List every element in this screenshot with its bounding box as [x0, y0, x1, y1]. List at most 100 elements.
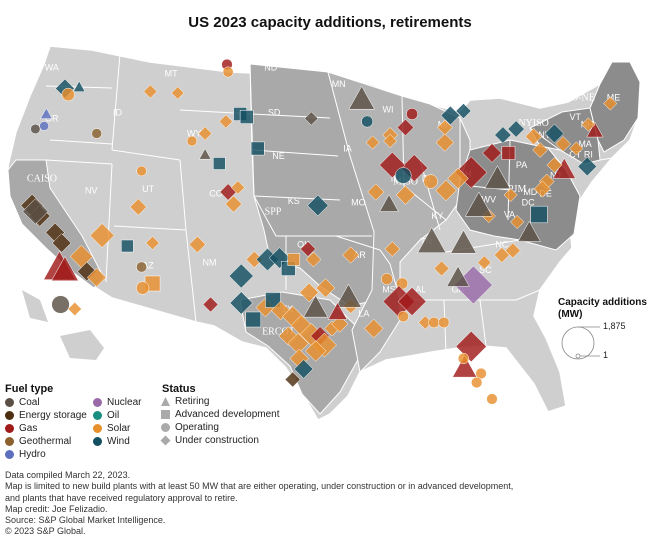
marker-energy-storage-under-construction	[77, 261, 97, 282]
region-layer	[7, 45, 641, 421]
marker-coal-retiring	[379, 194, 399, 212]
legend-item-hydro: Hydro	[5, 449, 46, 460]
legend-item-solar: Solar	[93, 423, 130, 434]
marker-gas-under-construction	[202, 296, 219, 313]
state-label-id: ID	[113, 108, 123, 118]
legend-item-energy-storage: Energy storage	[5, 410, 87, 421]
state-label-vt: VT	[569, 112, 581, 122]
legend-item-under-construction: Under construction	[160, 435, 259, 446]
marker-coal-operating	[30, 123, 41, 135]
state-label-ut: UT	[142, 184, 154, 194]
legend-item-retiring: Retiring	[160, 396, 209, 407]
state-label-nv: NV	[85, 186, 98, 196]
marker-wind-under-construction	[507, 120, 525, 138]
diamond-icon	[160, 435, 171, 446]
state-label-az: AZ	[142, 261, 154, 271]
marker-solar-under-construction	[525, 127, 543, 146]
marker-solar-operating	[457, 352, 470, 365]
note-line: © 2023 S&P Global.	[5, 526, 86, 537]
nuclear-swatch	[93, 398, 102, 407]
state-label-mt: MT	[165, 69, 178, 79]
state-label-ms: MS	[382, 285, 396, 295]
marker-gas-retiring	[51, 256, 79, 282]
legend-item-advanced-development: Advanced development	[160, 409, 280, 420]
marker-wind-retiring	[72, 80, 86, 92]
marker-solar-under-construction	[218, 114, 233, 129]
capacity-min-label: 1	[603, 350, 609, 360]
state-label-md: MD	[523, 187, 537, 197]
rto-label-nyiso: NYISO	[518, 118, 549, 129]
marker-coal-retiring	[335, 283, 362, 308]
state-label-me: ME	[607, 93, 621, 103]
marker-wind-under-construction	[544, 123, 565, 144]
marker-coal-retiring	[484, 165, 511, 189]
legend-item-gas: Gas	[5, 423, 37, 434]
note-line: and plants that have received regulatory…	[5, 492, 238, 503]
capacity-legend-heading: Capacity additions	[558, 297, 647, 308]
marker-gas-under-construction	[397, 287, 427, 316]
marker-solar-under-construction	[299, 282, 319, 303]
state-label-wi: WI	[382, 105, 393, 115]
marker-solar-operating	[471, 376, 483, 389]
triangle-icon	[161, 397, 170, 406]
marker-solar-operating	[475, 367, 487, 380]
marker-solar-operating	[61, 87, 75, 102]
marker-solar-under-construction	[384, 241, 401, 257]
marker-gas-under-construction	[482, 143, 502, 163]
marker-solar-under-construction	[342, 246, 360, 264]
marker-gas-retiring	[327, 302, 348, 320]
marker-gas-operating	[406, 108, 418, 120]
energy-storage-swatch	[5, 411, 14, 420]
state-label-wv: WV	[481, 195, 496, 205]
marker-solar-under-construction	[581, 117, 596, 132]
state-label-la: LA	[358, 309, 369, 319]
marker-gas-under-construction	[300, 241, 316, 257]
marker-solar-operating	[438, 316, 450, 329]
state-label-ky: KY	[431, 211, 443, 221]
legend-item-operating: Operating	[160, 422, 219, 433]
state-label-ny: NY	[538, 130, 551, 140]
chart-title: US 2023 capacity additions, retirements	[188, 14, 472, 31]
state-label-ak: AK	[29, 336, 41, 346]
marker-energy-storage-under-construction	[284, 371, 301, 388]
rto-label-spp: SPP	[265, 207, 282, 218]
capacity-legend-unit: (MW)	[558, 309, 583, 320]
capacity-max-label: 1,875	[603, 321, 626, 331]
state-label-sd: SD	[268, 108, 281, 118]
state-label-ga: GA	[452, 285, 465, 295]
state-label-dc: DC	[522, 198, 535, 208]
marker-solar-operating	[186, 135, 198, 147]
state-label-ri: RI	[584, 150, 593, 160]
rto-label-caiso: CAISO	[27, 174, 57, 185]
marker-solar-operating	[136, 281, 150, 295]
marker-solar-under-construction	[477, 255, 492, 270]
note-line: Source: S&P Global Market Intelligence.	[5, 515, 166, 526]
marker-solar-under-construction	[188, 235, 207, 254]
status-legend-title: Status	[162, 383, 196, 395]
marker-coal-retiring	[450, 229, 477, 254]
marker-solar-under-construction	[569, 141, 584, 156]
marker-solar-under-construction	[433, 260, 450, 277]
marker-gas-retiring	[586, 121, 604, 138]
marker-wind-operating	[395, 167, 412, 184]
marker-wind-under-construction	[577, 156, 598, 177]
marker-solar-under-construction	[504, 242, 521, 259]
marker-solar-operating	[423, 174, 438, 189]
marker-gas-retiring	[452, 354, 478, 378]
hawaii	[60, 330, 104, 360]
gas-swatch	[5, 424, 14, 433]
marker-gas-advanced-development	[501, 146, 516, 160]
marker-solar-under-construction	[447, 167, 469, 190]
marker-wind-under-construction	[228, 263, 254, 289]
marker-solar-under-construction	[305, 251, 322, 268]
marker-coal-retiring	[517, 220, 541, 242]
marker-wind-advanced-development	[265, 292, 281, 308]
marker-solar-under-construction	[145, 235, 160, 251]
fuel-legend-title: Fuel type	[5, 383, 54, 395]
note-line: Map is limited to new build plants with …	[5, 481, 514, 492]
marker-coal-under-construction	[304, 111, 319, 126]
legend-item-oil: Oil	[93, 410, 119, 421]
marker-solar-under-construction	[555, 136, 572, 152]
marker-solar-under-construction	[435, 133, 455, 152]
marker-wind-under-construction	[440, 105, 461, 126]
